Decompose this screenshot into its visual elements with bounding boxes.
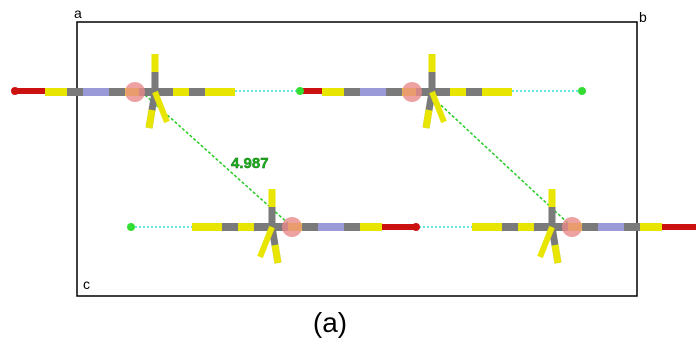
caption: (a)	[313, 307, 347, 338]
molecule	[12, 54, 235, 128]
axis-label: b	[639, 9, 647, 25]
unit-cell	[77, 22, 637, 296]
distance-label: 4.987	[231, 155, 269, 172]
molecule	[302, 54, 512, 128]
axis-label: a	[74, 5, 82, 21]
atom	[11, 87, 19, 95]
atom	[412, 223, 420, 231]
axis-label: c	[83, 276, 90, 292]
molecule	[192, 189, 418, 263]
molecule	[472, 189, 696, 263]
atom	[127, 223, 135, 231]
atom	[296, 87, 304, 95]
crystal-diagram: a b c 4.987 (a)	[0, 0, 696, 339]
atom	[578, 87, 586, 95]
